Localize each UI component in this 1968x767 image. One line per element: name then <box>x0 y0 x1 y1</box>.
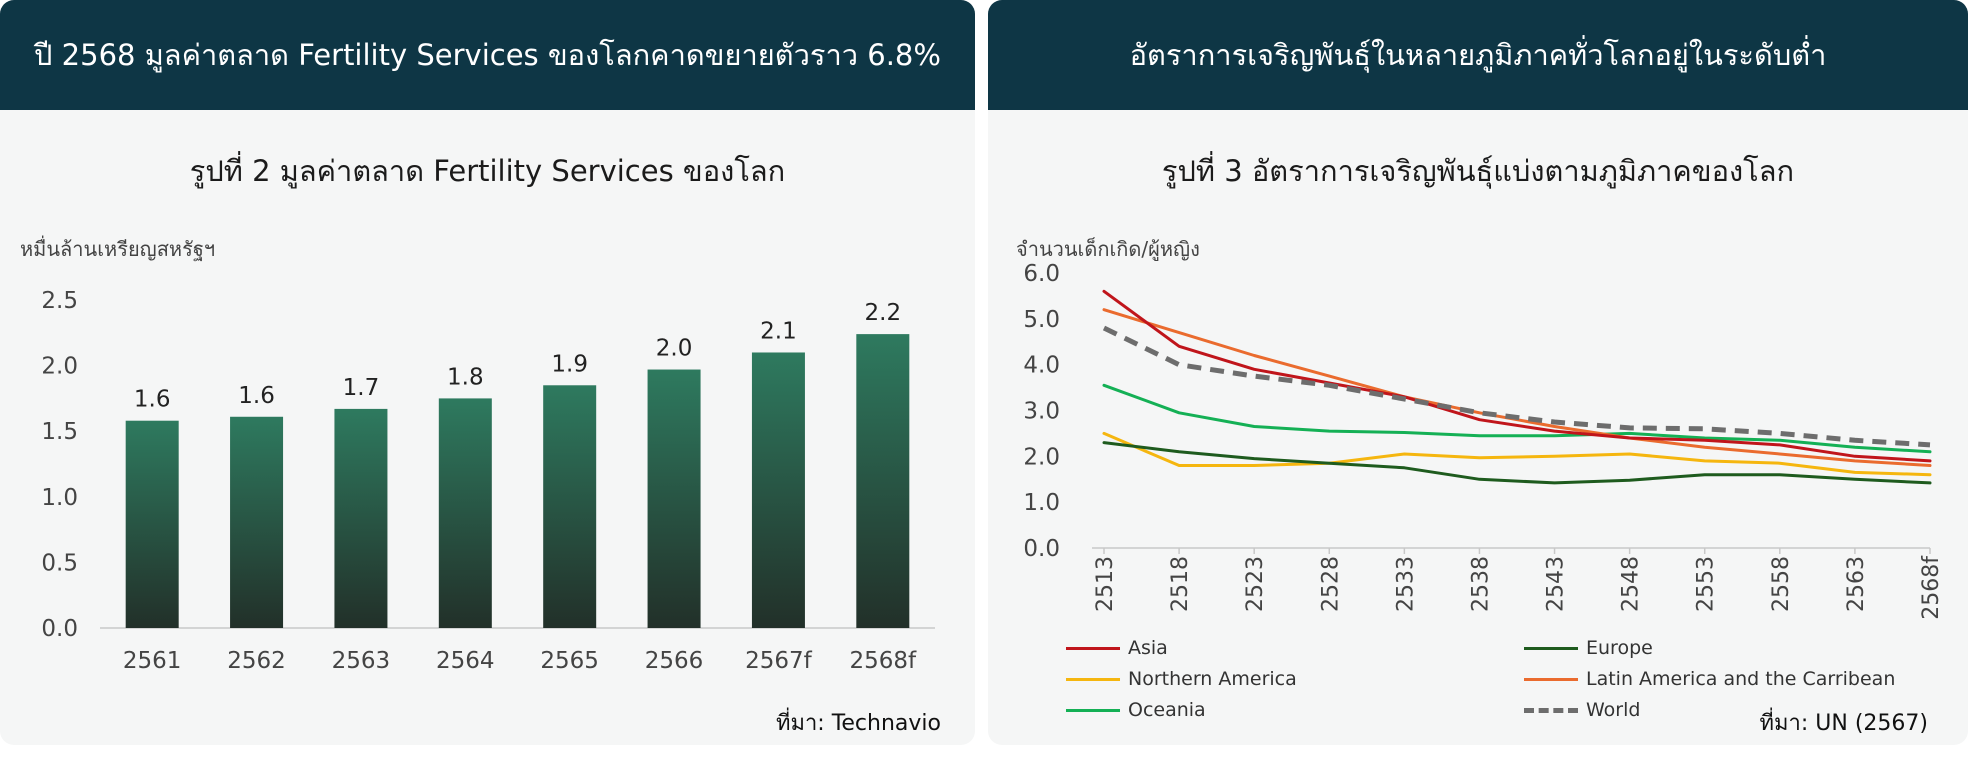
bar <box>334 408 388 628</box>
line-x-tick-label: 2558 <box>1769 556 1794 612</box>
bar-chart-unit: หมื่นล้านเหรียญสหรัฐฯ <box>20 237 216 261</box>
line-x-tick-label: 2528 <box>1318 556 1343 612</box>
bar <box>125 420 179 628</box>
bar-x-tick-label: 2567f <box>745 648 813 674</box>
line-y-tick-label: 0.0 <box>1023 536 1060 562</box>
bar <box>438 398 492 628</box>
legend-item: Asia <box>1066 636 1168 660</box>
line-x-tick-label: 2538 <box>1468 556 1493 612</box>
line-x-tick-label: 2543 <box>1544 556 1569 612</box>
bar-data-label: 1.6 <box>238 383 275 409</box>
legend-swatch <box>1524 707 1578 713</box>
legend-item: Latin America and the Carribean <box>1524 667 1895 691</box>
bar-y-tick-label: 0.5 <box>41 550 78 576</box>
line-y-tick-label: 2.0 <box>1023 444 1060 470</box>
bar-x-tick-label: 2564 <box>436 648 495 674</box>
line-chart-title: รูปที่ 3 อัตราการเจริญพันธุ์แบ่งตามภูมิภ… <box>1161 154 1795 188</box>
legend-item: Oceania <box>1066 698 1206 722</box>
bar-chart-title: รูปที่ 2 มูลค่าตลาด Fertility Services ข… <box>189 154 786 188</box>
legend-label: Europe <box>1586 637 1653 659</box>
bar-x-tick-label: 2563 <box>332 648 391 674</box>
legend-label: Oceania <box>1128 699 1206 721</box>
line-x-tick-label: 2513 <box>1093 556 1118 612</box>
line-y-tick-label: 3.0 <box>1023 399 1060 425</box>
line-chart-unit: จำนวนเด็กเกิด/ผู้หญิง <box>1016 237 1200 261</box>
bar-y-tick-label: 2.0 <box>41 354 78 380</box>
bar-data-label: 1.9 <box>551 351 588 377</box>
line-x-tick-label: 2553 <box>1694 556 1719 612</box>
bar-y-tick-label: 1.0 <box>41 485 78 511</box>
line-x-tick-label: 2523 <box>1243 556 1268 612</box>
bar-x-tick-label: 2561 <box>123 648 182 674</box>
legend-label: Northern America <box>1128 668 1297 690</box>
legend-swatch <box>1524 677 1578 681</box>
line-chart: 0.0 1.0 2.0 3.0 4.0 5.0 6.0 2513 2518 2523 2528 253… <box>1023 261 1944 620</box>
right-panel-header: อัตราการเจริญพันธุ์ในหลายภูมิภาคทั่วโลกอ… <box>988 0 1968 110</box>
legend-swatch <box>1066 646 1120 650</box>
bar <box>856 334 910 628</box>
bar-y-tick-label: 2.5 <box>41 288 78 314</box>
legend-label: Asia <box>1128 637 1168 659</box>
right-panel: อัตราการเจริญพันธุ์ในหลายภูมิภาคทั่วโลกอ… <box>988 0 1968 745</box>
bar-data-label: 2.1 <box>760 318 797 344</box>
line-y-tick-label: 5.0 <box>1023 307 1060 333</box>
legend-label: Latin America and the Carribean <box>1586 668 1896 690</box>
line-y-tick-label: 6.0 <box>1023 261 1060 287</box>
bar-chart-source: ที่มา: Technavio <box>775 711 941 736</box>
series-line-world <box>1102 325 1931 448</box>
legend-swatch <box>1066 708 1120 712</box>
bar-x-tick-label: 2565 <box>540 648 599 674</box>
legend-item: Europe <box>1524 636 1653 660</box>
line-chart-legend: Asia Europe Northern America Latin America … <box>1066 636 1946 736</box>
left-panel-header: ปี 2568 มูลค่าตลาด Fertility Services ขอ… <box>0 0 975 110</box>
legend-item: Northern America <box>1066 667 1297 691</box>
line-x-tick-label: 2563 <box>1844 556 1869 612</box>
bar-data-label: 1.7 <box>343 375 380 401</box>
legend-label: World <box>1586 699 1641 721</box>
legend-item: World <box>1524 698 1640 722</box>
legend-swatch <box>1524 646 1578 650</box>
series-line-europe <box>1102 441 1932 485</box>
bar <box>543 385 597 628</box>
series-line-asia <box>1102 289 1932 463</box>
bar-y-tick-label: 0.0 <box>41 616 78 642</box>
bar-data-label: 1.6 <box>134 387 171 413</box>
bar-chart: 0.0 0.5 1.0 1.5 2.0 2.5 1.6 2561 1.6 2562 1.7 2563 1… <box>41 288 935 674</box>
bar-data-label: 1.8 <box>447 364 484 390</box>
line-y-tick-label: 4.0 <box>1023 353 1060 379</box>
series-line-northern-america <box>1102 431 1932 477</box>
line-x-tick-label: 2568f <box>1919 555 1944 620</box>
bar <box>647 369 701 628</box>
legend-swatch <box>1066 677 1120 681</box>
line-chart-source: ที่มา: UN (2567) <box>1759 711 1928 736</box>
line-x-tick-label: 2518 <box>1168 556 1193 612</box>
bar-x-tick-label: 2562 <box>227 648 286 674</box>
series-line-oceania <box>1102 383 1932 454</box>
line-x-tick-label: 2533 <box>1393 556 1418 612</box>
bar-data-label: 2.2 <box>865 300 902 326</box>
line-y-tick-label: 1.0 <box>1023 490 1060 516</box>
bar <box>751 352 805 628</box>
line-x-tick-label: 2548 <box>1619 556 1644 612</box>
bar-data-label: 2.0 <box>656 336 693 362</box>
bar-x-tick-label: 2566 <box>645 648 704 674</box>
bar <box>230 416 284 628</box>
bar-x-tick-label: 2568f <box>849 648 917 674</box>
left-panel: ปี 2568 มูลค่าตลาด Fertility Services ขอ… <box>0 0 975 745</box>
bar-y-tick-label: 1.5 <box>41 419 78 445</box>
